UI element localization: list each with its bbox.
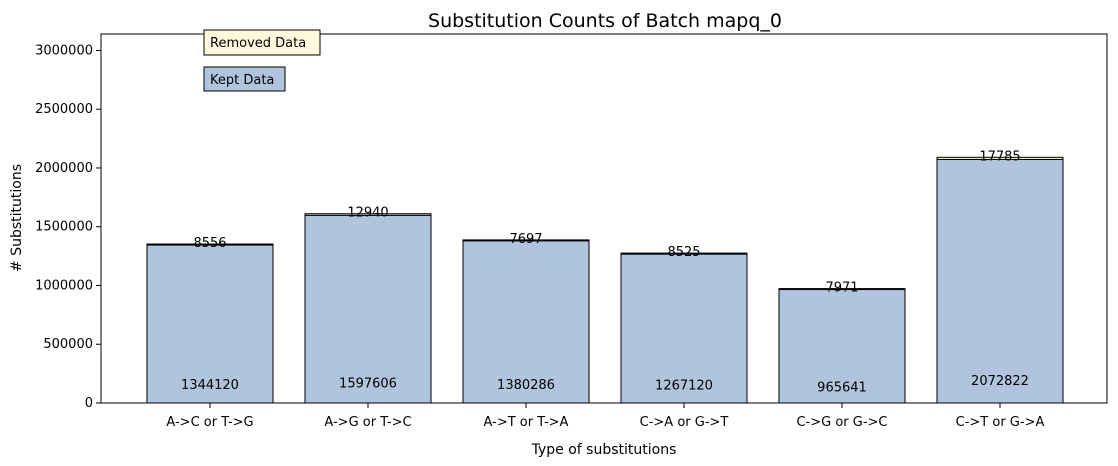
bar-kept	[462, 240, 590, 404]
bar-removed	[146, 243, 274, 246]
x-tick-label: C->T or G->A	[956, 415, 1045, 430]
bar-kept	[304, 214, 432, 404]
y-tick-label: 1000000	[35, 278, 93, 293]
y-tick-label: 0	[85, 396, 93, 411]
removed-value-label: 8525	[667, 245, 700, 260]
y-tick-label: 2500000	[35, 102, 93, 117]
bar-removed	[462, 239, 590, 242]
bar-removed	[936, 156, 1064, 160]
y-axis-title: # Substitutions	[9, 164, 25, 272]
y-axis: 0 500000 1000000 1500000 2000000 2500000 30000…	[35, 43, 101, 411]
kept-value-label: 965641	[817, 380, 867, 395]
x-tick-label: C->G or G->C	[796, 415, 887, 430]
bars-group: 1344120 8556 1597606 12940 1380286 7697 126712…	[146, 149, 1064, 404]
kept-value-label: 1344120	[181, 378, 239, 393]
bar-kept	[778, 289, 906, 404]
removed-value-label: 8556	[193, 236, 226, 251]
x-axis-title: Type of substitutions	[531, 442, 677, 458]
y-tick-label: 500000	[43, 337, 93, 352]
x-tick-label: A->G or T->C	[324, 415, 411, 430]
removed-value-label: 7697	[509, 232, 542, 247]
legend-swatch-kept	[203, 66, 286, 92]
bar-kept	[936, 158, 1064, 404]
bar-kept	[146, 244, 274, 404]
legend-swatch-removed	[203, 29, 321, 56]
legend-label-removed: Removed Data	[210, 36, 306, 51]
legend-label-kept: Kept Data	[210, 73, 274, 88]
bar-removed	[304, 213, 432, 216]
legend-item-kept: Kept Data	[203, 66, 286, 92]
x-tick-label: A->T or T->A	[484, 415, 569, 430]
x-tick-label: A->C or T->G	[166, 415, 253, 430]
y-tick-label: 2000000	[35, 161, 93, 176]
kept-value-label: 1267120	[655, 379, 713, 394]
y-tick-label: 1500000	[35, 220, 93, 235]
x-tick-label: C->A or G->T	[640, 415, 729, 430]
removed-value-label: 12940	[347, 206, 388, 221]
y-tick-label: 3000000	[35, 43, 93, 58]
removed-value-label: 17785	[979, 149, 1020, 164]
legend: Removed Data Kept Data	[203, 29, 321, 92]
chart-title: Substitution Counts of Batch mapq_0	[428, 10, 782, 32]
bar-removed	[778, 288, 906, 291]
plot-frame	[100, 33, 1108, 404]
bar-removed	[620, 252, 748, 255]
kept-value-label: 1380286	[497, 378, 555, 393]
kept-value-label: 2072822	[971, 374, 1029, 389]
legend-item-removed: Removed Data	[203, 29, 321, 56]
kept-value-label: 1597606	[339, 377, 397, 392]
removed-value-label: 7971	[825, 281, 858, 296]
x-axis: A->C or T->G A->G or T->C A->T or T->A C->A…	[166, 403, 1044, 430]
